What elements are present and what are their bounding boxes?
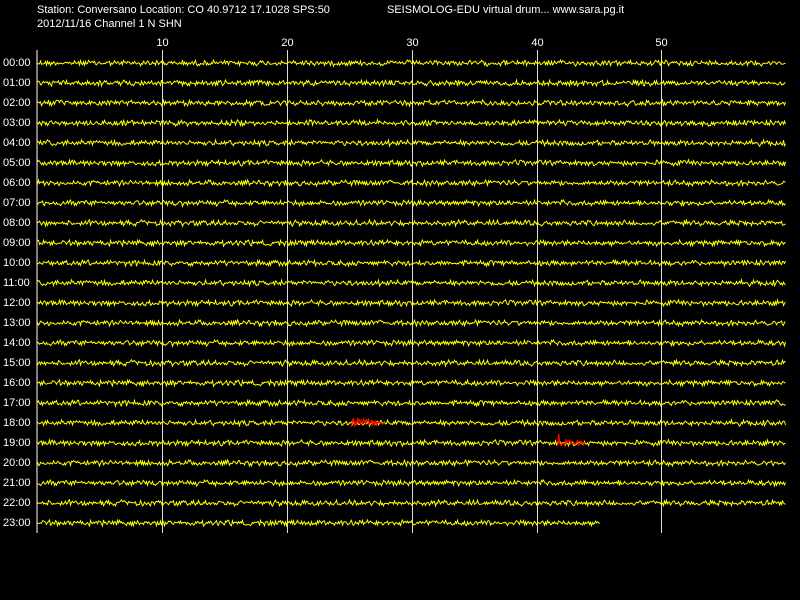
row-label: 01:00: [3, 77, 31, 89]
row-label: 15:00: [3, 357, 31, 369]
row-label: 11:00: [3, 277, 30, 289]
row-label: 22:00: [3, 497, 31, 509]
trace: [37, 198, 786, 208]
row-label: 09:00: [3, 237, 31, 249]
trace: [37, 358, 786, 368]
row-label: 05:00: [3, 157, 31, 169]
row-label: 13:00: [3, 317, 31, 329]
trace: [37, 418, 786, 428]
row-label: 23:00: [3, 517, 31, 529]
trace: [37, 498, 786, 508]
row-label: 16:00: [3, 377, 31, 389]
trace: [37, 218, 786, 228]
row-label: 21:00: [3, 477, 31, 489]
trace: [37, 438, 786, 448]
row-label: 10:00: [3, 257, 31, 269]
x-tick-label: 40: [531, 37, 543, 49]
x-tick-label: 50: [655, 37, 667, 49]
trace: [37, 98, 786, 108]
trace: [37, 338, 786, 348]
row-label: 14:00: [3, 337, 31, 349]
trace: [37, 458, 786, 468]
row-label: 20:00: [3, 457, 31, 469]
station-info: Station: Conversano Location: CO 40.9712…: [37, 4, 330, 16]
row-label: 17:00: [3, 397, 31, 409]
row-label: 03:00: [3, 117, 31, 129]
trace: [37, 238, 786, 248]
trace: [37, 378, 786, 388]
x-tick-label: 20: [281, 37, 293, 49]
row-label: 04:00: [3, 137, 31, 149]
trace: [37, 398, 786, 408]
trace: [37, 158, 786, 168]
row-label: 12:00: [3, 297, 31, 309]
trace: [37, 478, 786, 488]
row-label: 00:00: [3, 57, 31, 69]
trace: [37, 118, 786, 128]
x-tick-label: 10: [156, 37, 168, 49]
row-label: 06:00: [3, 177, 31, 189]
row-label: 07:00: [3, 197, 31, 209]
trace: [37, 138, 786, 148]
trace: [37, 258, 786, 268]
x-tick-label: 30: [406, 37, 418, 49]
trace: [37, 298, 786, 308]
event-trace: [350, 417, 385, 427]
event-trace: [557, 433, 586, 448]
trace: [37, 178, 786, 188]
trace: [37, 518, 600, 528]
row-label: 08:00: [3, 217, 31, 229]
trace: [37, 318, 786, 328]
row-label: 18:00: [3, 417, 31, 429]
trace: [37, 278, 786, 288]
chart-subtitle: 2012/11/16 Channel 1 N SHN: [37, 18, 182, 30]
row-label: 19:00: [3, 437, 31, 449]
row-label: 02:00: [3, 97, 31, 109]
trace: [37, 78, 786, 88]
chart-title: SEISMOLOG-EDU virtual drum... www.sara.p…: [387, 4, 624, 16]
trace: [37, 58, 786, 68]
